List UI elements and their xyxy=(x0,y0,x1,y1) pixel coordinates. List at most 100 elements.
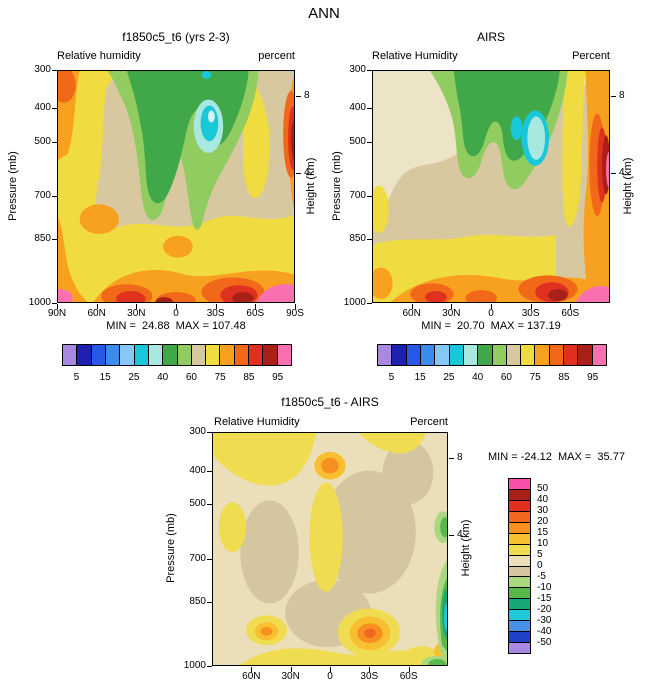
colorbar-tick-label: 75 xyxy=(529,372,541,383)
height-tick-label: 4 xyxy=(457,528,463,540)
contour-region xyxy=(428,659,447,665)
pressure-tick xyxy=(367,303,372,304)
panel-model-units-label: percent xyxy=(258,50,295,62)
contour-region xyxy=(200,105,219,142)
contour-region xyxy=(256,284,294,302)
colorbar-tick-label: 20 xyxy=(537,516,549,527)
colorbar-cell xyxy=(105,345,121,365)
pressure-tick-label: 500 xyxy=(349,135,366,147)
contour-art-obs xyxy=(373,71,609,302)
colorbar-cell xyxy=(463,345,479,365)
contour-region xyxy=(510,116,523,141)
contour-region xyxy=(364,628,376,639)
contour-region xyxy=(309,482,343,592)
colorbar-tick-label: 15 xyxy=(414,372,426,383)
colorbar-cell xyxy=(549,345,565,365)
colorbar-cell xyxy=(249,345,264,365)
colorbar-cell xyxy=(509,500,530,512)
pressure-tick xyxy=(207,503,212,505)
colorbar-cell xyxy=(509,588,530,600)
contour-region xyxy=(116,291,146,302)
rh-level-40-50 xyxy=(120,71,249,204)
latitude-tick xyxy=(136,304,138,309)
contour-region xyxy=(240,500,299,604)
height-tick-label: 8 xyxy=(619,89,625,101)
contour-plot-obs xyxy=(372,70,610,303)
pressure-tick xyxy=(367,70,372,71)
colorbar-cell xyxy=(163,345,178,365)
colorbar-tick-label: 85 xyxy=(243,372,255,383)
latitude-tick xyxy=(411,304,413,309)
contour-region xyxy=(232,292,254,302)
colorbar-cell xyxy=(535,345,550,365)
colorbar-cell xyxy=(509,555,530,567)
colorbar-tick-label: 95 xyxy=(272,372,284,383)
colorbar-tick-label: 40 xyxy=(472,372,484,383)
latitude-tick-label: 30S xyxy=(360,671,379,682)
colorbar-tick-label: 0 xyxy=(537,560,543,571)
pressure-tick-label: 400 xyxy=(34,102,51,114)
latitude-tick-label: 60N xyxy=(242,671,261,682)
diff-level-20-30 xyxy=(364,628,376,639)
latitude-tick-label: 0 xyxy=(173,308,179,319)
colorbar-cell xyxy=(592,345,606,365)
latitude-tick-label: 30N xyxy=(127,308,146,319)
colorbar-cell xyxy=(509,533,530,545)
latitude-tick-label: 30N xyxy=(442,308,461,319)
latitude-tick xyxy=(530,304,532,309)
colorbar-cell xyxy=(478,345,493,365)
contour-region xyxy=(562,71,586,227)
colorbar-cell xyxy=(177,345,192,365)
height-tick xyxy=(296,95,301,97)
panel-model-title: f1850c5_t6 (yrs 2-3) xyxy=(122,30,230,44)
latitude-tick-label: 60S xyxy=(561,308,580,319)
colorbar-tick-label: 40 xyxy=(537,494,549,505)
colorbar-tick-label: -10 xyxy=(537,582,552,593)
colorbar-tick-label: 50 xyxy=(537,483,549,494)
latitude-tick xyxy=(451,304,453,309)
latitude-tick xyxy=(491,304,492,309)
colorbar-cell xyxy=(509,566,530,578)
height-tick-label: 8 xyxy=(457,451,463,463)
colorbar-cell xyxy=(435,345,450,365)
colorbar-tick-label: -30 xyxy=(537,615,552,626)
colorbar-model xyxy=(62,344,292,366)
contour-region xyxy=(201,71,212,79)
rh-minimum-core xyxy=(207,110,215,123)
panel-model-pressure-axis-label: Pressure (mb) xyxy=(7,151,19,221)
colorbar-obs xyxy=(377,344,607,366)
contour-region xyxy=(527,116,546,160)
colorbar-cell xyxy=(206,345,221,365)
contour-region xyxy=(382,440,434,505)
latitude-tick xyxy=(251,667,253,672)
colorbar-cell xyxy=(509,522,530,534)
latitude-tick-label: 90S xyxy=(286,308,304,319)
pressure-tick-label: 400 xyxy=(189,464,206,476)
colorbar-tick-label: 15 xyxy=(537,527,549,538)
contour-region xyxy=(575,285,609,302)
latitude-tick xyxy=(408,667,410,672)
panel-diff-title: f1850c5_t6 - AIRS xyxy=(281,395,379,409)
contour-region xyxy=(120,71,249,204)
rh-level-95 xyxy=(575,151,609,302)
latitude-tick-label: 0 xyxy=(488,308,494,319)
pressure-tick-label: 850 xyxy=(189,596,206,608)
latitude-tick-label: 30N xyxy=(281,671,300,682)
colorbar-cell xyxy=(91,345,106,365)
colorbar-cell xyxy=(506,345,522,365)
rh-level-95 xyxy=(58,284,294,302)
rh-secondary-minimum xyxy=(510,116,523,141)
colorbar-cell xyxy=(148,345,164,365)
contour-region xyxy=(548,289,568,302)
contour-region xyxy=(260,626,273,636)
colorbar-tick-label: 95 xyxy=(587,372,599,383)
colorbar-cell xyxy=(492,345,507,365)
contour-region xyxy=(155,297,174,302)
colorbar-cell xyxy=(392,345,407,365)
contour-art-model xyxy=(58,71,294,302)
rh-level-90 xyxy=(155,120,294,302)
pressure-tick-label: 850 xyxy=(34,233,51,245)
contour-region xyxy=(606,151,609,188)
figure-title: ANN xyxy=(308,5,340,22)
